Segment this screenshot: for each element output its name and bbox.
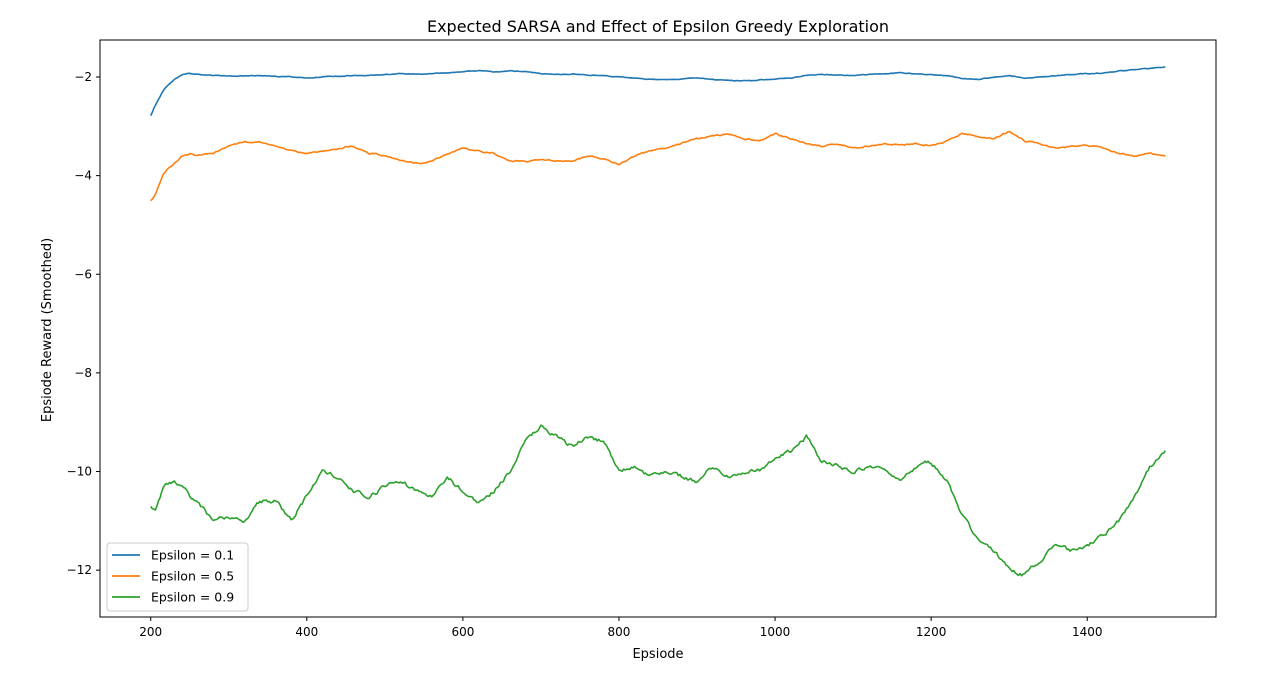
series-3 xyxy=(150,424,1166,577)
plot-frame xyxy=(99,39,1217,618)
legend: Epsilon = 0.1 Epsilon = 0.5 Epsilon = 0.9 xyxy=(106,542,249,612)
y-tick-label: −2 xyxy=(74,70,92,84)
x-axis-title: Epsiode xyxy=(632,647,683,662)
y-axis-title: Epsiode Reward (Smoothed) xyxy=(40,238,55,422)
x-tick-label: 1400 xyxy=(1072,625,1103,639)
x-tick-label: 1200 xyxy=(916,625,947,639)
legend-box xyxy=(106,542,249,612)
y-tick-label: −4 xyxy=(74,169,92,183)
legend-label: Epsilon = 0.5 xyxy=(151,569,234,584)
y-tick-label: −6 xyxy=(74,267,92,281)
y-tick-label: −12 xyxy=(67,563,92,577)
x-tick-label: 200 xyxy=(139,625,162,639)
legend-label: Epsilon = 0.9 xyxy=(151,590,234,605)
legend-label: Epsilon = 0.1 xyxy=(151,548,234,563)
x-tick-label: 600 xyxy=(451,625,474,639)
series-2 xyxy=(150,130,1166,202)
y-tick-label: −8 xyxy=(74,366,92,380)
y-tick-label: −10 xyxy=(67,465,92,479)
x-tick-label: 1000 xyxy=(760,625,791,639)
series-line-2 xyxy=(150,130,1166,202)
series-1 xyxy=(149,66,1166,117)
x-tick-label: 400 xyxy=(295,625,318,639)
x-tick-label: 800 xyxy=(608,625,631,639)
series-line-3 xyxy=(150,424,1166,577)
x-axis: 200 400 600 800 1000 1200 1400 xyxy=(139,617,1103,639)
y-axis: −12 −10 −8 −6 −4 −2 xyxy=(67,70,100,577)
plot-area xyxy=(149,66,1166,577)
series-line-1 xyxy=(149,66,1166,117)
chart-title: Expected SARSA and Effect of Epsilon Gre… xyxy=(427,17,889,36)
